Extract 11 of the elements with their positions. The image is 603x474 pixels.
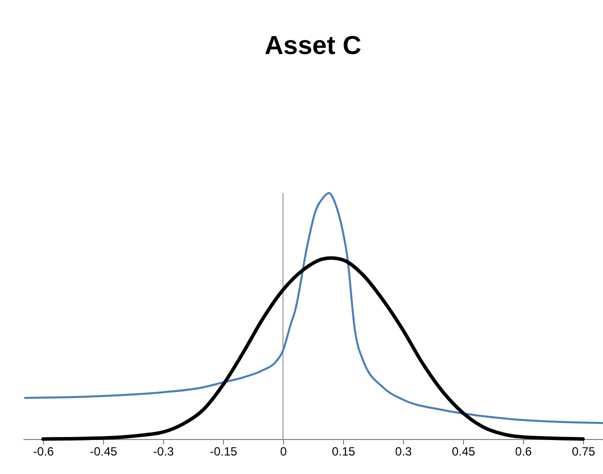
x-tick-label: -0.6 [33,444,54,458]
x-tick-label: -0.3 [153,444,174,458]
x-tick-label: -0.45 [90,444,118,458]
chart-title: Asset C [264,30,362,60]
x-tick-label: 0.6 [515,444,532,458]
x-tick-label: 0 [280,444,288,458]
x-tick-label: 0.3 [395,444,412,458]
x-tick-label: 0.15 [332,444,356,458]
x-tick-label: -0.15 [210,444,238,458]
x-tick-label: 0.75 [572,444,596,458]
x-tick-label: 0.45 [452,444,476,458]
